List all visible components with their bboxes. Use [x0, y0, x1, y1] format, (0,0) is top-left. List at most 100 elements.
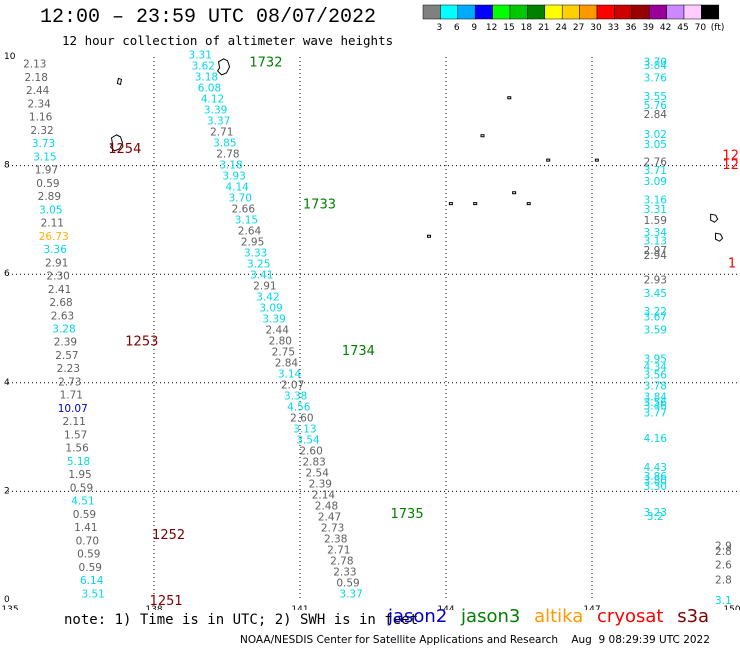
pass-time-label: 1 [728, 256, 736, 271]
island-outline [473, 202, 478, 206]
legend-label: 27 [573, 23, 584, 33]
legend-label: 70 [695, 23, 707, 33]
pass-time-label: 1253 [125, 334, 158, 349]
wave-height-value: 3.78 [644, 381, 667, 393]
pass-time-label: 1734 [342, 344, 375, 359]
legend-label: 24 [555, 23, 567, 33]
wave-height-value: 2.89 [38, 191, 61, 203]
wave-height-value: 3.31 [189, 49, 212, 61]
wave-height-value: 3.70 [229, 192, 252, 204]
lon-tick-label: 135 [1, 605, 18, 610]
lon-tick-label: 150 [723, 605, 740, 610]
wave-height-value: 3.37 [207, 115, 230, 127]
wave-height-value: 2.78 [330, 555, 353, 567]
wave-height-value: 2.44 [266, 324, 290, 336]
wave-height-value: 3.46 [644, 401, 668, 413]
wave-height-value: 3.86 [644, 471, 668, 483]
legend-label: 30 [590, 23, 602, 33]
wave-height-value: 2.60 [290, 412, 313, 424]
legend-label: 42 [660, 23, 671, 33]
wave-height-value: 2.9 [715, 541, 732, 553]
wave-height-value: 3.23 [644, 507, 667, 519]
wave-height-value: 2.73 [321, 522, 344, 534]
wave-height-value: 2.75 [272, 346, 295, 358]
wave-height-value: 2.23 [57, 363, 80, 375]
wave-height-value: 5.18 [67, 456, 90, 468]
island-outline [480, 134, 485, 138]
wave-height-value: 3.77 [644, 408, 667, 420]
wave-height-value: 0.70 [76, 535, 99, 547]
wave-height-value: 2.13 [23, 59, 46, 71]
island-outline [710, 213, 719, 223]
wave-height-value: 2.84 [644, 109, 668, 121]
credit-line: NOAA/NESDIS Center for Satellite Applica… [240, 634, 710, 646]
legend-label: 45 [677, 23, 688, 33]
wave-height-value: 3.39 [204, 104, 227, 116]
wave-height-value: 2.32 [30, 125, 53, 137]
island-outline [216, 58, 231, 76]
wave-height-value: 2.76 [644, 156, 668, 168]
wave-height-value: 3.36 [44, 244, 68, 256]
wave-height-value: 2.84 [275, 357, 299, 369]
wave-height-value: 2.39 [54, 337, 77, 349]
wave-height-value: 3.67 [644, 312, 667, 324]
legend-label: 39 [642, 23, 654, 33]
wave-height-value: 1.95 [68, 469, 91, 481]
lat-tick-label: 8 [4, 161, 10, 171]
island-outline [594, 158, 599, 162]
wave-height-map: 135 138 141 144 147 15002468102.132.182.442.3… [1, 49, 740, 610]
satellite-jason3: jason3 [461, 606, 521, 627]
wave-height-value: 3.18 [195, 71, 218, 83]
wave-height-value: 4.51 [71, 496, 94, 508]
wave-height-value: 2.73 [58, 376, 81, 388]
wave-height-value: 2.38 [324, 533, 347, 545]
wave-height-value: 3.31 [644, 204, 667, 216]
wave-height-value: 2.34 [27, 98, 51, 110]
wave-height-value: 3.14 [278, 368, 302, 380]
island-outline [448, 202, 453, 206]
wave-height-value: 0.59 [336, 577, 359, 589]
pass-time-label: 1735 [391, 507, 424, 522]
wave-height-value: 3.18 [219, 159, 242, 171]
wave-height-value: 3.42 [256, 291, 279, 303]
wave-height-value: 1.97 [35, 165, 58, 177]
wave-height-value: 2.71 [327, 544, 350, 556]
wave-height-value: 3.93 [222, 170, 245, 182]
island-outline [109, 134, 124, 152]
wave-height-value: 2.66 [232, 203, 256, 215]
wave-height-value: 2.11 [62, 416, 85, 428]
wave-height-value: 6.14 [80, 575, 104, 587]
island-outline [715, 232, 724, 242]
wave-height-value: 3.84 [644, 60, 668, 72]
wave-height-value: 2.97 [644, 245, 667, 257]
wave-height-value: 2.8 [715, 546, 732, 558]
wave-height-value: 4.14 [225, 181, 249, 193]
wave-height-value: 2.33 [333, 566, 356, 578]
wave-height-value: 3.59 [644, 325, 667, 337]
wave-height-value: 1.71 [60, 390, 83, 402]
wave-height-value: 3.56 [644, 397, 668, 409]
wave-height-value: 4.43 [644, 462, 667, 474]
wave-height-value: 3.38 [284, 390, 307, 402]
wave-height-value: 3.84 [644, 391, 668, 403]
wave-height-value: 3.05 [39, 204, 62, 216]
wave-height-value: 4.12 [201, 93, 224, 105]
wave-height-value: 2.8 [715, 574, 732, 586]
island-outline [426, 234, 431, 238]
legend-unit: (ft) [711, 23, 725, 33]
wave-height-value: 3.76 [644, 73, 668, 85]
wave-height-value: 3.22 [644, 306, 667, 318]
legend-label: 21 [538, 23, 549, 33]
wave-height-value: 3.45 [644, 288, 667, 300]
wave-height-value: 0.59 [79, 562, 102, 574]
pass-time-label: 1732 [249, 55, 282, 70]
wave-height-value: 3.16 [644, 194, 668, 206]
lon-tick-label: 138 [145, 605, 162, 610]
lat-tick-label: 4 [4, 378, 10, 388]
wave-height-value: 3.30 [644, 481, 667, 493]
island-outline [116, 77, 123, 86]
wave-height-value: 3.51 [81, 588, 104, 600]
wave-height-value: 3.62 [192, 60, 215, 72]
wave-height-value: 3.55 [644, 91, 667, 103]
wave-height-value: 2.91 [253, 280, 276, 292]
